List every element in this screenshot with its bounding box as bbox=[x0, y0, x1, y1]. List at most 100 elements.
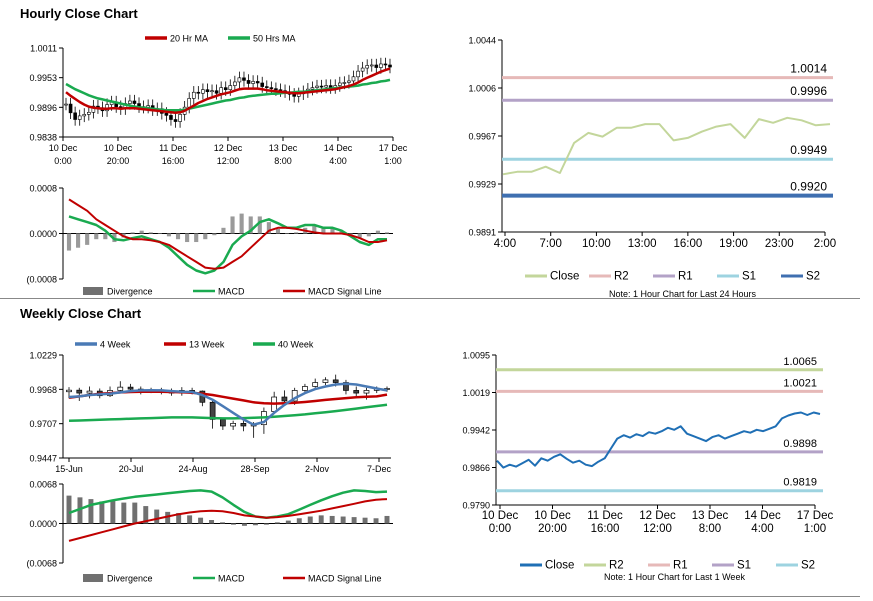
hourly-candle bbox=[292, 94, 296, 97]
hourly-price-x-tick-label: 13 Dec bbox=[269, 143, 298, 153]
weekly-macd-divergence-bar bbox=[165, 511, 171, 524]
weekly-levels-y-tick-label: 1.0019 bbox=[462, 388, 490, 398]
hourly-candle bbox=[82, 114, 87, 117]
hourly-macd-divergence-bar bbox=[239, 213, 244, 234]
hourly-price-x-tick-label: 14 Dec bbox=[324, 143, 353, 153]
hourly-price-x-tick-label: 17 Dec bbox=[379, 143, 408, 153]
hourly-macd-divergence-bar bbox=[103, 233, 108, 240]
weekly-levels-legend-r2-label: R2 bbox=[609, 560, 624, 572]
weekly-candle bbox=[66, 389, 72, 393]
weekly-macd-divergence-bar bbox=[209, 520, 215, 524]
hourly-macd-divergence-bar bbox=[76, 233, 81, 248]
hourly-candle bbox=[201, 89, 205, 94]
hourly-price-x-tick-label: 0:00 bbox=[54, 156, 72, 166]
hourly-macd-divergence-bar bbox=[230, 216, 235, 234]
hourly-macd-legend-signal-label: MACD Signal Line bbox=[308, 287, 382, 297]
hourly-macd-divergence-bar bbox=[375, 230, 380, 234]
weekly-candle bbox=[220, 419, 226, 427]
weekly-levels-x-tick-label: 11 Dec bbox=[587, 510, 623, 522]
weekly-macd-divergence-bar bbox=[99, 501, 105, 524]
hourly-candle bbox=[77, 115, 82, 120]
hourly-macd-legend-macd-label: MACD bbox=[218, 287, 245, 297]
weekly-40wk-ma-line bbox=[68, 403, 388, 422]
weekly-macd-y-tick-label: 0.0000 bbox=[29, 519, 57, 529]
weekly-candle bbox=[127, 386, 134, 390]
hourly-candle bbox=[219, 87, 223, 94]
weekly-price-x-tick-label: 2-Nov bbox=[305, 464, 330, 474]
hourly-candle bbox=[319, 85, 324, 88]
weekly-macd-y-tick-label: (0.0068 bbox=[26, 559, 57, 569]
hourly-price-x-tick-label: 11 Dec bbox=[159, 143, 187, 153]
hourly-macd-divergence-bar bbox=[248, 216, 253, 234]
hourly-20hr-ma-line bbox=[65, 67, 391, 115]
weekly-levels-x-tick-label: 17 Dec bbox=[797, 510, 834, 522]
weekly-levels-x-tick-label: 12 Dec bbox=[639, 510, 676, 522]
hourly-price-x-tick-label: 10 Dec bbox=[104, 143, 133, 153]
weekly-macd-divergence-bar bbox=[176, 513, 182, 524]
weekly-candle bbox=[117, 386, 124, 391]
weekly-legend-13wk-label: 13 Week bbox=[189, 340, 225, 350]
hourly-candle bbox=[164, 113, 169, 116]
weekly-levels-legend-s2-label: S2 bbox=[801, 560, 815, 572]
weekly-legend-40wk-label: 40 Week bbox=[278, 340, 314, 350]
weekly-levels-y-tick-label: 0.9942 bbox=[462, 426, 490, 436]
weekly-candle bbox=[230, 423, 236, 427]
hourly-levels-x-tick-label: 13:00 bbox=[628, 238, 657, 250]
hourly-macd-divergence-bar bbox=[366, 233, 371, 237]
weekly-macd-divergence-bar bbox=[110, 500, 116, 524]
weekly-macd-divergence-bar bbox=[77, 497, 83, 524]
weekly-legend-4wk-label: 4 Week bbox=[100, 340, 131, 350]
weekly-candle bbox=[209, 401, 216, 420]
hourly-levels-x-tick-label: 16:00 bbox=[673, 238, 702, 250]
hourly-candle bbox=[205, 89, 210, 93]
hourly-levels-y-tick-label: 1.0044 bbox=[468, 36, 496, 46]
weekly-macd-divergence-bar bbox=[373, 518, 379, 524]
weekly-levels-x-tick-label: 10 Dec bbox=[482, 510, 519, 522]
hourly-macd-divergence-bar bbox=[94, 233, 99, 240]
hourly-candle bbox=[233, 81, 237, 86]
hourly-price-y-tick-label: 0.9896 bbox=[29, 103, 57, 113]
hourly-candle bbox=[64, 103, 68, 106]
hourly-candle bbox=[128, 100, 132, 104]
hourly-candle bbox=[374, 64, 379, 68]
hourly-candle bbox=[310, 87, 315, 90]
hourly-levels-x-tick-label: 23:00 bbox=[765, 238, 794, 250]
hourly-macd-divergence-bar bbox=[284, 233, 290, 234]
hourly-macd-divergence-bar bbox=[312, 226, 317, 234]
section-divider bbox=[0, 298, 860, 299]
weekly-price-y-tick-label: 1.0229 bbox=[29, 351, 57, 361]
hourly-macd-legend-divergence-label: Divergence bbox=[107, 287, 153, 297]
hourly-candle bbox=[315, 85, 319, 88]
hourly-candle bbox=[264, 86, 269, 88]
hourly-candle bbox=[242, 77, 246, 81]
weekly-candle bbox=[312, 382, 319, 387]
weekly-candle bbox=[86, 390, 93, 394]
hourly-levels-legend-close-label: Close bbox=[550, 271, 579, 283]
hourly-price-x-tick-label: 4:00 bbox=[329, 156, 347, 166]
hourly-candle bbox=[214, 90, 219, 94]
hourly-macd-divergence-bar bbox=[203, 233, 208, 240]
weekly-candle bbox=[76, 389, 83, 394]
hourly-candle bbox=[196, 91, 201, 94]
hourly-candle bbox=[178, 114, 182, 122]
hourly-macd-divergence-bar bbox=[166, 233, 172, 237]
hourly-price-x-tick-label: 16:00 bbox=[162, 156, 185, 166]
weekly-levels-level-s1-value: 0.9898 bbox=[783, 438, 817, 450]
hourly-macd-divergence-bar bbox=[384, 232, 390, 234]
hourly-candle bbox=[274, 88, 278, 90]
weekly-macd-divergence-bar bbox=[187, 515, 193, 524]
hourly-levels-y-tick-label: 0.9929 bbox=[468, 180, 496, 190]
hourly-macd-divergence-bar bbox=[330, 227, 335, 234]
weekly-macd-divergence-bar bbox=[88, 499, 94, 524]
weekly-section-title: Weekly Close Chart bbox=[20, 306, 142, 321]
hourly-levels-level-r2-value: 1.0014 bbox=[790, 62, 827, 76]
hourly-levels-x-tick-label: 19:00 bbox=[719, 238, 748, 250]
weekly-macd-divergence-bar bbox=[296, 518, 302, 524]
weekly-levels-legend-r1-label: R1 bbox=[673, 560, 688, 572]
hourly-levels-note: Note: 1 Hour Chart for Last 24 Hours bbox=[609, 289, 757, 299]
weekly-levels-x-tick-label: 20:00 bbox=[538, 523, 567, 535]
hourly-macd-signal-line bbox=[68, 198, 388, 270]
hourly-price-y-tick-label: 1.0011 bbox=[30, 44, 57, 54]
hourly-macd-macd-line bbox=[68, 215, 387, 275]
